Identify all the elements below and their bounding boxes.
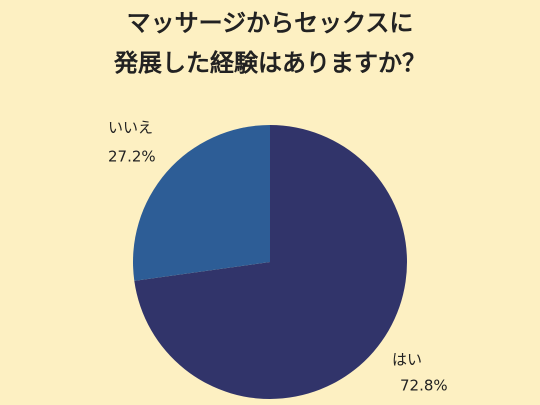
slice-value-label: 27.2%	[108, 148, 156, 166]
chart-title: 発展した経験はありますか？	[113, 49, 426, 77]
pie-slice	[134, 125, 408, 399]
slice-value-label: 72.8%	[400, 377, 448, 395]
slice-label: いいえ	[108, 119, 153, 137]
chart-title: マッサージからセックスに	[127, 9, 414, 37]
slice-label: はい	[392, 351, 422, 369]
pie-slice	[132, 125, 270, 281]
